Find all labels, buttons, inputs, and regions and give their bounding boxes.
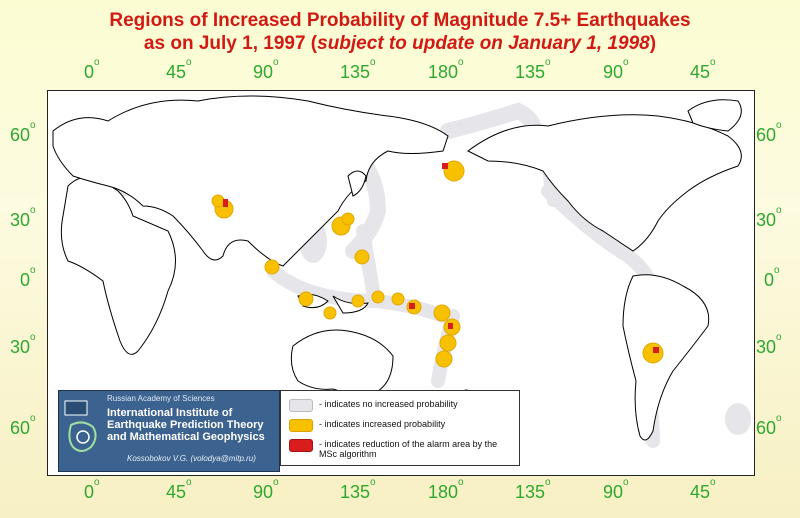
north-america-outline [467, 114, 742, 252]
africa-outline [60, 176, 176, 355]
map-title-line1: Regions of Increased Probability of Magn… [109, 10, 691, 31]
lon-bottom-180: 180o [428, 477, 464, 502]
lon-bottom-0: 0o [84, 477, 100, 502]
lon-top-180: 180o [428, 57, 464, 82]
south-america-outline [622, 274, 710, 441]
australia-outline [290, 329, 394, 394]
reduction-zones [223, 163, 659, 353]
legend-label-no-increase: - indicates no increased probability [319, 399, 458, 409]
lon-top-0: 0o [84, 57, 100, 82]
lat-right-60n: 60o [756, 120, 782, 145]
japan-outline [347, 170, 367, 197]
lat-right-0: 0o [764, 265, 780, 290]
new-guinea-outline [332, 295, 369, 314]
institute-logo-icon [64, 400, 97, 452]
lon-bottom-45e: 45o [166, 477, 192, 502]
zone-grey-south-sandwich [725, 403, 751, 435]
zone-yellow-kamchatka [443, 160, 465, 182]
zone-red-hindu-kush [223, 199, 228, 207]
lon-top-135w: 135o [515, 57, 551, 82]
institute-name: International Institute of Earthquake Pr… [107, 407, 265, 443]
legend-item-increased: - indicates increased probability [289, 419, 514, 433]
lat-left-0: 0o [20, 265, 36, 290]
author-credit: Kossobokov V.G. (volodya@mitp.ru) [127, 454, 256, 463]
zone-red-chile [653, 347, 659, 353]
lon-top-90e: 90o [253, 57, 279, 82]
title-update-note: subject to update on January 1, 1998 [317, 33, 650, 54]
zone-red-tonga [448, 323, 453, 329]
world-map [47, 90, 755, 476]
zone-red-solomon [409, 303, 415, 309]
zone-yellow-philippines [354, 249, 370, 265]
academy-name: Russian Academy of Sciences [107, 394, 215, 403]
lat-right-30n: 30o [756, 205, 782, 230]
lon-bottom-135w: 135o [515, 477, 551, 502]
zone-yellow-banda [351, 294, 365, 308]
lon-top-135e: 135o [340, 57, 376, 82]
lat-right-30s: 30o [756, 332, 782, 357]
lon-bottom-90e: 90o [253, 477, 279, 502]
zone-yellow-new-guinea [371, 290, 385, 304]
title-date-text: as on July 1, 1997 ( [143, 33, 318, 54]
lon-top-90w: 90o [603, 57, 629, 82]
zone-yellow-sumatra [264, 259, 280, 275]
map-legend: - indicates no increased probability - i… [280, 390, 520, 466]
legend-label-increased: - indicates increased probability [319, 419, 446, 429]
zone-yellow-kermadec [435, 350, 453, 368]
zone-yellow-pamir [211, 194, 225, 208]
lat-left-60s: 60o [10, 413, 36, 438]
eurasia-outline [52, 95, 449, 267]
title-close-paren: ) [649, 33, 657, 54]
world-map-svg [52, 95, 751, 448]
legend-label-reduction: - indicates reduction of the alarm area … [319, 439, 498, 459]
continents [52, 95, 742, 441]
zone-yellow-java [298, 291, 314, 307]
map-title-line2: as on July 1, 1997 (subject to update on… [0, 33, 800, 55]
lon-top-45w: 45o [690, 57, 716, 82]
zone-yellow-new-britain [391, 292, 405, 306]
lon-bottom-45w: 45o [690, 477, 716, 502]
lat-left-30s: 30o [10, 332, 36, 357]
lon-top-45e: 45o [166, 57, 192, 82]
zone-yellow-timor [323, 306, 337, 320]
legend-item-no-increase: - indicates no increased probability [289, 399, 514, 413]
greenland-outline [687, 99, 742, 132]
legend-swatch-yellow [289, 419, 313, 432]
lat-right-60s: 60o [756, 413, 782, 438]
legend-swatch-red [289, 439, 313, 452]
zone-yellow-tonga-south [439, 334, 457, 352]
zone-yellow-ryukyu [341, 212, 355, 226]
zone-yellow-vanuatu [433, 304, 451, 322]
lon-bottom-135e: 135o [340, 477, 376, 502]
zone-red-kamchatka [442, 163, 448, 169]
lat-left-30n: 30o [10, 205, 36, 230]
lon-bottom-90w: 90o [603, 477, 629, 502]
lat-left-60n: 60o [10, 120, 36, 145]
institute-panel: Russian Academy of Sciences Internationa… [58, 390, 280, 472]
legend-swatch-grey [289, 399, 313, 412]
legend-item-reduction: - indicates reduction of the alarm area … [289, 439, 514, 459]
